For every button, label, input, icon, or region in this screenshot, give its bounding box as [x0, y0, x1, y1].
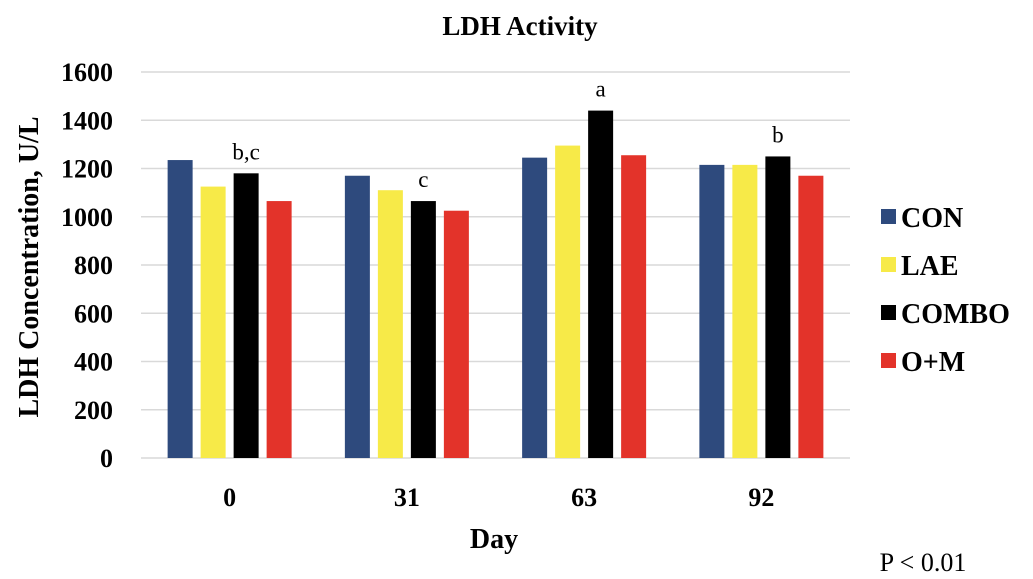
y-tick-label: 400 — [74, 348, 113, 377]
legend-swatch — [881, 257, 896, 272]
legend-label: COMBO — [901, 299, 1010, 330]
bar-o-m-day-92 — [798, 175, 824, 459]
x-tick-label: 0 — [223, 483, 236, 512]
gridlines — [141, 71, 850, 459]
significance-annotations: b,c c a b — [232, 77, 783, 192]
y-tick-label: 600 — [74, 299, 113, 328]
y-tick-label: 1200 — [61, 155, 113, 184]
bar-combo-day-92 — [765, 156, 791, 458]
y-tick-label: 800 — [74, 251, 113, 280]
bar-combo-day-63 — [588, 110, 614, 458]
chart-title: LDH Activity — [442, 11, 598, 41]
x-tick-label: 92 — [748, 483, 774, 512]
legend-swatch — [881, 209, 896, 224]
bar-con-day-31 — [344, 175, 370, 459]
bar-lae-day-92 — [732, 164, 758, 458]
y-tick-label: 1400 — [61, 106, 113, 135]
bar-combo-day-31 — [410, 201, 436, 458]
bar-o-m-day-63 — [621, 155, 647, 458]
bar-con-day-92 — [699, 164, 725, 458]
y-tick-label: 200 — [74, 396, 113, 425]
bar-lae-day-31 — [377, 190, 403, 458]
x-axis-title: Day — [470, 524, 518, 555]
significance-label: b — [772, 122, 784, 147]
significance-label: a — [596, 77, 606, 102]
p-value-footnote: P < 0.01 — [880, 548, 967, 577]
bar-con-day-63 — [522, 157, 548, 459]
x-tick-labels: 0 31 63 92 — [223, 483, 774, 512]
legend-swatch — [881, 305, 896, 320]
significance-label: b,c — [232, 139, 259, 164]
legend-label: O+M — [901, 347, 965, 378]
x-tick-label: 31 — [394, 483, 420, 512]
legend-swatch — [881, 353, 896, 368]
bar-o-m-day-0 — [266, 201, 292, 458]
bar-combo-day-0 — [233, 173, 259, 458]
significance-label: c — [418, 167, 428, 192]
y-tick-label: 1000 — [61, 203, 113, 232]
y-axis-title: LDH Concentration, U/L — [14, 117, 45, 418]
bar-lae-day-63 — [555, 145, 581, 459]
bars — [167, 110, 824, 459]
bar-lae-day-0 — [200, 186, 226, 458]
y-tick-label: 1600 — [61, 58, 113, 87]
bar-con-day-0 — [167, 160, 193, 458]
bar-o-m-day-31 — [443, 210, 469, 458]
legend-label: CON — [901, 203, 963, 234]
y-tick-labels: 0 200 400 600 800 1000 1200 1400 1600 — [61, 58, 113, 473]
x-tick-label: 63 — [571, 483, 597, 512]
y-tick-label: 0 — [100, 444, 113, 473]
legend-label: LAE — [901, 251, 959, 282]
legend: CON LAE COMBO O+M — [881, 203, 1010, 378]
